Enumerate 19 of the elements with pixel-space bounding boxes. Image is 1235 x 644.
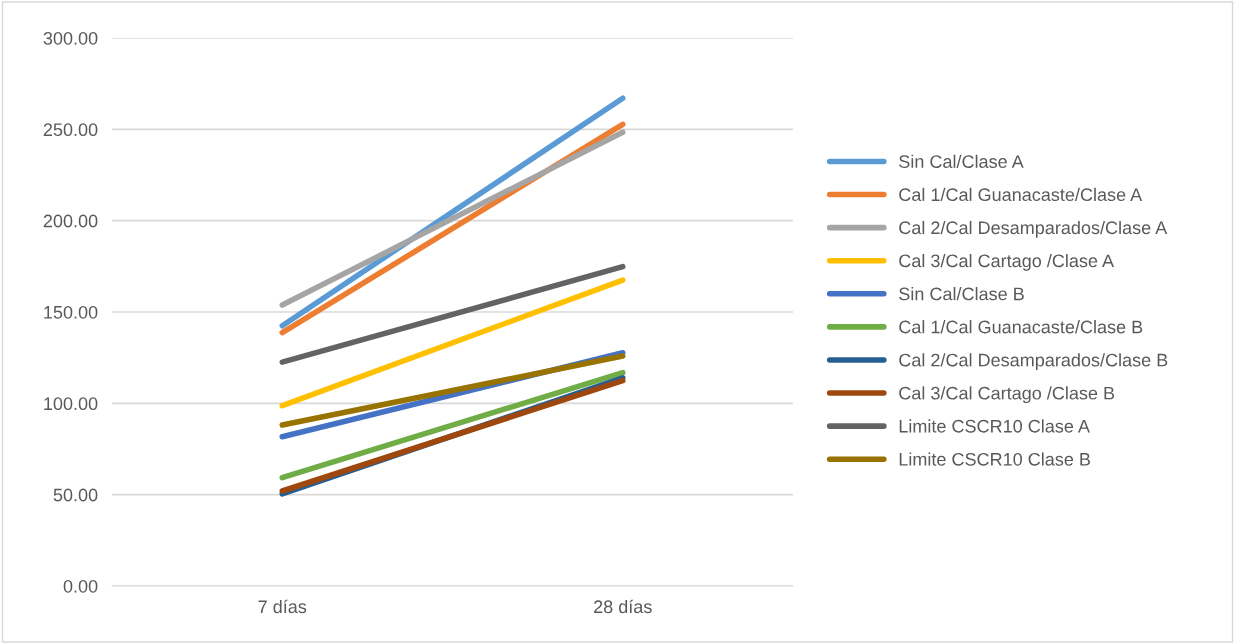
legend-label: Cal 2/Cal Desamparados/Clase B <box>899 353 1168 371</box>
y-tick-label: 100.00 <box>44 397 98 411</box>
legend-label: Limite CSCR10 Clase A <box>899 419 1090 433</box>
y-tick-label: 150.00 <box>44 305 98 319</box>
legend-label: Limite CSCR10 Clase B <box>899 452 1090 466</box>
x-tick-label: 28 días <box>594 599 652 614</box>
legend-label: Cal 1/Cal Guanacaste/Clase B <box>899 320 1143 334</box>
x-tick-label: 7 días <box>258 599 307 614</box>
legend-label: Cal 3/Cal Cartago /Clase B <box>899 386 1115 404</box>
legend-label: Sin Cal/Clase B <box>899 287 1024 301</box>
legend-label: Cal 3/Cal Cartago /Clase A <box>899 253 1115 271</box>
y-tick-label: 200.00 <box>43 214 98 228</box>
y-tick-label: 250.00 <box>43 123 98 137</box>
y-tick-label: 0.00 <box>63 579 98 593</box>
legend-label: Sin Cal/Clase A <box>899 154 1024 168</box>
legend-label: Cal 2/Cal Desamparados/Clase A <box>899 220 1168 238</box>
y-tick-label: 300.00 <box>43 31 98 45</box>
legend-label: Cal 1/Cal Guanacaste/Clase A <box>899 187 1143 202</box>
y-tick-label: 50.00 <box>53 488 98 502</box>
